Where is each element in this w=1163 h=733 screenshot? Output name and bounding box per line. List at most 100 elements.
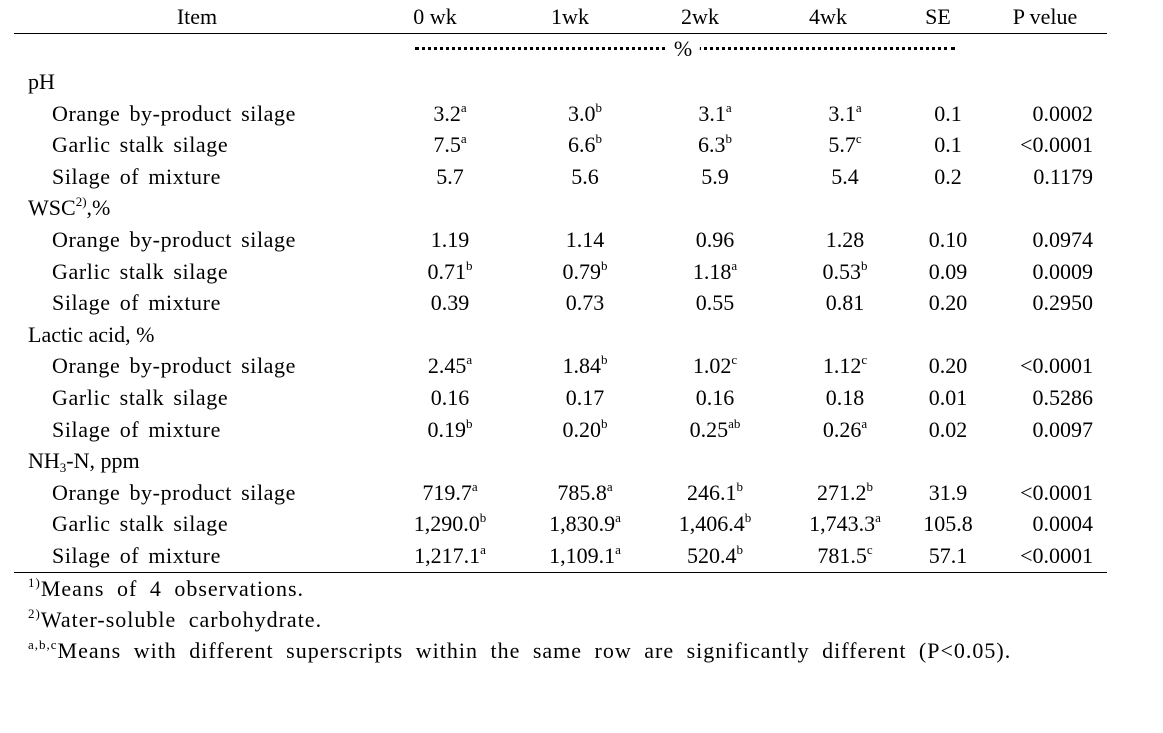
cell-value: 0.20	[928, 290, 968, 316]
cell-superscript: b	[595, 99, 603, 115]
row-cell: 0.0097	[1033, 417, 1094, 443]
cell-value: 1,830.9	[549, 511, 616, 537]
cell-value: 0.0097	[1032, 416, 1094, 442]
cell-superscript: a	[480, 542, 486, 557]
label-superscript: 2)	[75, 194, 87, 210]
cell-value: 0.5286	[1032, 385, 1094, 410]
row-item: Silage of mixture	[52, 416, 221, 442]
section-label: NH3-N, ppm	[28, 448, 140, 474]
cell-superscript: c	[731, 352, 738, 368]
row-cell: 1.18a	[693, 259, 737, 285]
cell-value: 1.18	[692, 258, 732, 284]
row-cell: 1,217.1a	[414, 543, 486, 569]
row-cell: 0.10	[929, 227, 968, 253]
row-cell: 0.01	[929, 385, 968, 411]
cell-value: 0.16	[430, 385, 470, 410]
cell-value: 0.2	[934, 163, 962, 189]
label-text: pH	[28, 69, 55, 94]
cell-value: 1.19	[430, 227, 470, 252]
cell-superscript: ab	[728, 415, 741, 431]
row-item: Silage of mixture	[52, 163, 221, 189]
header-cell: 0 wk	[413, 4, 457, 29]
row-cell: 0.20	[929, 353, 968, 379]
label-subscript: 3	[59, 460, 67, 476]
footnote-marker: 1)	[28, 575, 41, 590]
cell-value: 0.01	[928, 385, 968, 410]
cell-value: 1,290.0	[413, 511, 480, 537]
row-item: Orange by-product silage	[52, 353, 296, 379]
header-cell: SE	[925, 4, 951, 29]
row-cell: 1.14	[566, 227, 605, 253]
cell-value: <0.0001	[1020, 479, 1093, 505]
cell-value: 0.0009	[1032, 258, 1094, 284]
row-cell: 6.6b	[568, 132, 602, 158]
row-cell: <0.0001	[1020, 353, 1093, 379]
row-cell: <0.0001	[1020, 132, 1093, 158]
cell-superscript: c	[861, 352, 868, 368]
cell-value: 0.25	[689, 416, 729, 442]
row-cell: 5.9	[701, 164, 729, 190]
cell-value: 0.20	[562, 416, 602, 442]
cell-value: 0.81	[825, 290, 865, 316]
row-cell: 271.2b	[817, 480, 873, 506]
cell-superscript: a	[460, 99, 467, 115]
row-cell: 0.53b	[823, 259, 868, 285]
row-cell: 2.45a	[428, 353, 472, 379]
row-cell: 3.0b	[568, 101, 602, 127]
cell-value: 1.02	[692, 353, 732, 379]
cell-superscript: a	[606, 478, 613, 494]
row-cell: 0.39	[431, 290, 470, 316]
row-cell: 1,830.9a	[549, 511, 621, 537]
row-cell: 3.1a	[828, 101, 861, 127]
cell-superscript: b	[861, 257, 868, 273]
row-cell: 0.09	[929, 259, 968, 285]
row-cell: 6.3b	[698, 132, 732, 158]
footnote-marker: a,b,c	[28, 637, 58, 652]
row-cell: 0.16	[431, 385, 470, 411]
row-cell: 0.2950	[1033, 290, 1094, 316]
cell-value: 3.0	[568, 100, 596, 126]
footnote-text: Water-soluble carbohydrate.	[40, 607, 323, 632]
cell-value: 0.19	[427, 416, 467, 442]
header-cell: 2wk	[681, 4, 719, 29]
row-cell: 0.16	[696, 385, 735, 411]
row-cell: 0.26a	[823, 417, 867, 443]
cell-value: 0.02	[928, 416, 968, 442]
cell-superscript: b	[479, 510, 487, 526]
row-cell: 0.25ab	[690, 417, 741, 443]
cell-value: 0.20	[928, 353, 968, 379]
row-cell: 0.17	[566, 385, 605, 411]
row-item: Silage of mixture	[52, 543, 221, 568]
row-cell: 0.02	[929, 417, 968, 443]
cell-value: <0.0001	[1020, 353, 1093, 379]
row-item: Orange by-product silage	[52, 100, 296, 126]
cell-value: 5.6	[571, 163, 599, 189]
row-item: Garlic stalk silage	[52, 511, 229, 537]
cell-superscript: a	[471, 478, 478, 494]
cell-value: 271.2	[817, 479, 867, 505]
cell-value: 1.84	[562, 353, 602, 379]
footnote-marker: 2)	[28, 606, 41, 621]
row-cell: <0.0001	[1020, 480, 1093, 506]
cell-superscript: a	[615, 542, 621, 557]
row-cell: 57.1	[929, 543, 968, 569]
cell-value: 5.7	[436, 163, 464, 189]
row-cell: 1.12c	[823, 353, 867, 379]
label-text: -N, ppm	[66, 448, 140, 474]
row-cell: 0.18	[826, 385, 865, 411]
cell-superscript: b	[736, 478, 744, 494]
footnote: a,b,cMeans with different superscripts w…	[28, 635, 1036, 666]
cell-value: 2.45	[427, 353, 467, 379]
row-cell: 0.20b	[563, 417, 608, 443]
cell-value: 0.55	[695, 290, 735, 316]
cell-value: 1,406.4	[678, 511, 745, 537]
cell-value: 0.1	[934, 132, 962, 158]
cell-value: 1,109.1	[549, 543, 616, 568]
cell-superscript: b	[601, 352, 608, 368]
cell-superscript: a	[725, 99, 732, 115]
section-label: Lactic acid, %	[28, 322, 154, 348]
cell-value: 0.96	[695, 227, 735, 252]
row-cell: 3.1a	[698, 101, 731, 127]
cell-superscript: b	[466, 415, 473, 431]
row-cell: 0.79b	[563, 259, 608, 285]
